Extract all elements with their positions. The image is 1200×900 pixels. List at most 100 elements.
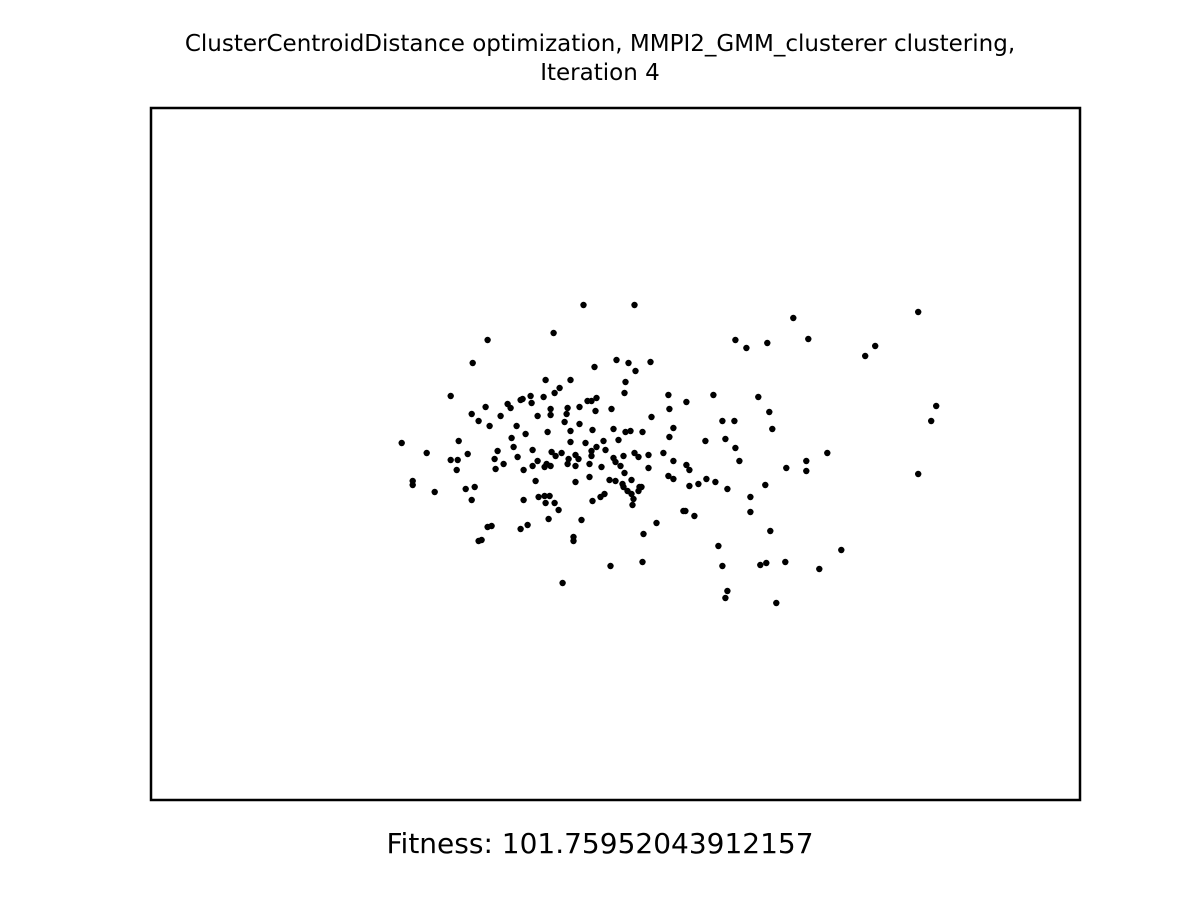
data-point xyxy=(535,493,542,501)
data-point xyxy=(783,464,790,472)
data-point xyxy=(632,367,639,375)
data-point xyxy=(576,403,583,411)
data-point xyxy=(468,410,475,418)
data-point xyxy=(715,542,722,550)
data-point xyxy=(398,439,405,447)
data-point xyxy=(589,426,596,434)
data-point xyxy=(555,506,562,514)
data-point xyxy=(773,599,780,607)
data-point xyxy=(520,466,527,474)
data-point xyxy=(550,329,557,337)
data-point xyxy=(423,449,430,457)
data-point xyxy=(638,483,645,491)
data-point xyxy=(564,404,571,412)
data-point xyxy=(529,462,536,470)
data-point xyxy=(447,392,454,400)
data-point xyxy=(572,478,579,486)
data-point xyxy=(665,391,672,399)
data-point xyxy=(534,412,541,420)
data-point xyxy=(803,467,810,475)
data-point xyxy=(767,527,774,535)
data-point xyxy=(497,412,504,420)
data-point xyxy=(529,446,536,454)
data-point xyxy=(542,376,549,384)
data-point xyxy=(471,483,478,491)
data-point xyxy=(805,335,812,343)
fitness-label: Fitness: 101.75952043912157 xyxy=(386,827,814,860)
data-point xyxy=(724,587,731,595)
chart-title-line-1: ClusterCentroidDistance optimization, MM… xyxy=(184,31,1016,57)
data-point xyxy=(838,546,845,554)
data-point xyxy=(928,417,935,425)
data-point xyxy=(592,407,599,415)
data-point xyxy=(703,475,710,483)
data-point xyxy=(547,405,554,413)
data-point xyxy=(862,352,869,360)
data-point xyxy=(593,443,600,451)
data-point xyxy=(719,562,726,570)
data-point xyxy=(686,482,693,490)
data-point xyxy=(601,490,608,498)
data-point xyxy=(542,499,549,507)
data-point xyxy=(602,446,609,454)
data-point xyxy=(528,399,535,407)
data-point xyxy=(915,308,922,316)
data-point xyxy=(695,480,702,488)
data-point xyxy=(606,476,613,484)
data-point xyxy=(683,461,690,469)
data-point xyxy=(607,562,614,570)
data-point xyxy=(558,449,565,457)
data-point xyxy=(610,425,617,433)
data-point xyxy=(580,301,587,309)
data-point xyxy=(645,451,652,459)
data-point xyxy=(769,425,776,433)
data-point xyxy=(544,428,551,436)
data-point xyxy=(736,457,743,465)
data-point xyxy=(491,455,498,463)
data-point xyxy=(612,477,619,485)
data-point xyxy=(670,475,677,483)
data-point xyxy=(682,507,689,515)
data-point xyxy=(507,404,514,412)
data-point xyxy=(588,447,595,455)
data-point xyxy=(488,522,495,530)
data-point xyxy=(627,427,634,435)
data-point xyxy=(724,485,731,493)
data-point xyxy=(722,435,729,443)
data-point xyxy=(625,359,632,367)
data-point xyxy=(541,492,548,500)
data-point xyxy=(691,512,698,520)
data-point xyxy=(933,402,940,410)
data-point xyxy=(648,413,655,421)
data-point xyxy=(631,301,638,309)
data-point xyxy=(431,488,438,496)
data-point xyxy=(645,464,652,472)
data-point xyxy=(541,463,548,471)
data-point xyxy=(578,516,585,524)
data-point xyxy=(548,448,555,456)
data-point xyxy=(702,437,709,445)
data-point xyxy=(462,485,469,493)
data-point xyxy=(629,501,636,509)
data-point xyxy=(582,439,589,447)
data-point xyxy=(475,417,482,425)
data-point xyxy=(600,437,607,445)
data-point xyxy=(915,470,922,478)
data-point xyxy=(764,339,771,347)
data-point xyxy=(409,481,416,489)
data-point xyxy=(803,457,810,465)
data-point xyxy=(686,466,693,474)
data-point xyxy=(743,344,750,352)
data-point xyxy=(670,457,677,465)
data-point xyxy=(639,558,646,566)
data-point xyxy=(621,469,628,477)
data-point xyxy=(719,417,726,425)
data-point xyxy=(510,443,517,451)
data-point xyxy=(513,422,520,430)
data-point xyxy=(564,460,571,468)
data-point xyxy=(722,594,729,602)
data-point xyxy=(639,428,646,436)
data-point xyxy=(631,449,638,457)
data-point xyxy=(757,561,764,569)
data-point xyxy=(524,521,531,529)
